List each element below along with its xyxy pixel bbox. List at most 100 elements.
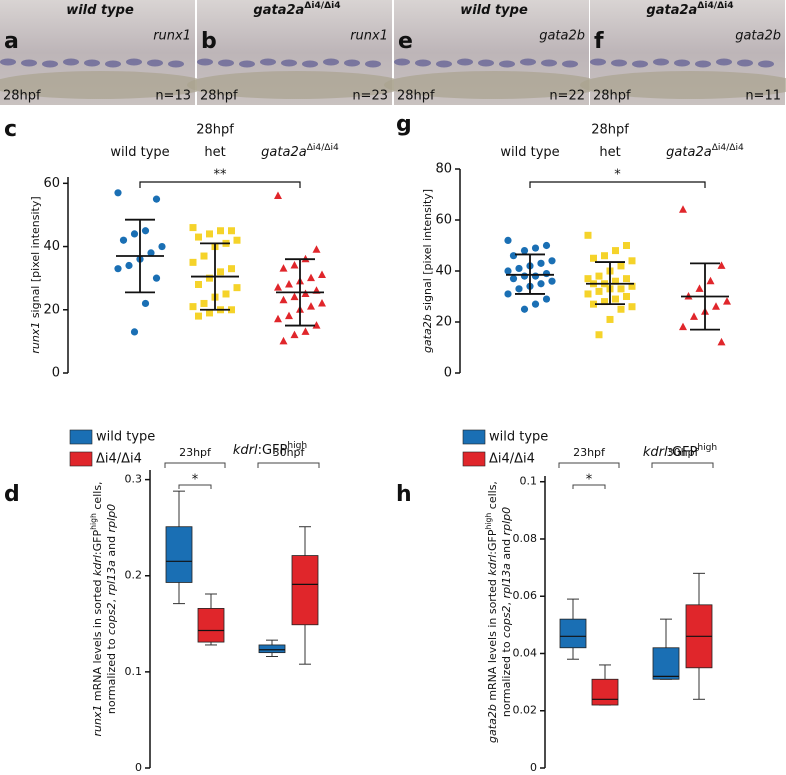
gene-label: gata2b [735, 29, 781, 44]
y-axis-label: normalized to cops2, rpl13a and rplp0 [500, 507, 513, 717]
group-label-part: Δi4/Δi4 [307, 143, 339, 153]
box [258, 644, 286, 654]
data-point [617, 285, 625, 293]
panel-letter: g [396, 112, 412, 137]
data-point [189, 303, 197, 311]
data-point [695, 284, 704, 292]
y-tick-label: 40 [43, 239, 60, 254]
data-point [504, 267, 512, 275]
y-axis-label-part: rplp0 [500, 507, 513, 536]
data-point [195, 312, 202, 320]
group-label: gata2aΔi4/Δi4 [666, 143, 744, 160]
group-label-part: gata2a [666, 145, 712, 160]
data-point [290, 292, 299, 301]
stain-spot [562, 60, 578, 68]
data-point [515, 285, 523, 293]
group-label: wild type [110, 145, 169, 160]
y-tick-label: 0.08 [513, 532, 538, 545]
genotype-label: wild type [66, 3, 134, 18]
data-point [515, 264, 523, 273]
panel-letter: e [398, 29, 413, 54]
group-label: het [204, 145, 225, 160]
genotype-label-part: gata2a [646, 3, 697, 18]
y-axis-label-part: high [484, 513, 493, 530]
stain-spot [457, 58, 473, 66]
y-tick-label: 0 [530, 761, 537, 774]
stain-spot [42, 60, 58, 68]
y-axis-label-part: mRNA levels in sorted [486, 576, 499, 705]
data-point [504, 236, 512, 244]
stain-spot [84, 59, 100, 67]
y-axis-label-part: signal [pixel intensity] [421, 189, 434, 314]
stain-spot [168, 60, 184, 68]
yolk-extension [0, 71, 210, 99]
y-axis-label-part: signal [pixel intensity] [29, 196, 42, 321]
box [559, 618, 587, 649]
data-point [623, 293, 630, 300]
y-axis-label-part: rpl13a [500, 563, 513, 599]
stain-spot [737, 59, 753, 67]
data-point [520, 305, 529, 313]
data-point [114, 189, 122, 197]
significance-label: ** [214, 168, 228, 183]
group-bracket [164, 462, 226, 468]
y-axis-label-part: rplp0 [105, 504, 118, 533]
data-point [590, 254, 597, 262]
data-point [318, 270, 326, 278]
y-axis-label: gata2b mRNA levels in sorted kdrl:GFPhig… [484, 481, 500, 743]
group-label: het [599, 145, 620, 160]
yolk-extension [580, 71, 786, 99]
data-point [628, 303, 636, 311]
data-point [548, 257, 556, 265]
panel-letter: d [4, 482, 20, 507]
data-point [285, 311, 293, 320]
chart-title: 28hpf [591, 123, 629, 138]
stain-spot [758, 60, 774, 68]
genotype-label-part: wild type [66, 3, 134, 18]
data-point [114, 265, 122, 273]
chart-title-part: kdrl [233, 443, 258, 458]
image-panel: e wild type gata2b 28hpf n=22 [384, 0, 604, 105]
data-point [628, 282, 636, 290]
data-point [548, 277, 556, 285]
y-axis-label-part: cops2 [500, 605, 513, 638]
stain-spot [653, 58, 669, 66]
y-tick-label: 0.04 [513, 646, 538, 659]
genotype-label-part: Δi4/Δi4 [697, 1, 733, 11]
significance-label: * [614, 168, 621, 183]
data-point [509, 275, 518, 283]
data-point [141, 227, 150, 235]
data-point [717, 337, 726, 346]
y-tick-label: 40 [435, 264, 452, 279]
data-point [195, 280, 202, 288]
y-axis-label-part: kdrl [91, 555, 104, 576]
stain-spot [611, 59, 627, 67]
stain-spot [21, 59, 37, 67]
data-point [195, 233, 202, 241]
y-axis-label: runx1 mRNA levels in sorted kdrl:GFPhigh… [89, 481, 105, 736]
data-point [595, 287, 603, 295]
box [591, 678, 619, 706]
data-point [612, 277, 619, 285]
y-axis-label-part: kdrl [486, 555, 499, 576]
data-point [274, 283, 282, 291]
y-axis-label-part: cells, [486, 481, 499, 513]
data-point [312, 245, 321, 253]
genotype-label: gata2aΔi4/Δi4 [253, 1, 340, 18]
y-tick-label: 0.06 [513, 589, 538, 602]
data-point [125, 261, 133, 270]
box [291, 555, 319, 626]
data-point [612, 295, 619, 303]
stain-spot [344, 59, 360, 67]
stain-spot [520, 58, 536, 66]
data-point [279, 264, 288, 272]
stain-spot [632, 60, 648, 68]
data-point [623, 242, 630, 249]
data-point [617, 305, 625, 313]
data-point [228, 306, 235, 314]
stain-spot [281, 59, 297, 67]
stain-spot [218, 59, 234, 67]
legend-swatch [69, 451, 93, 467]
image-panel: a wild type runx1 28hpf n=13 [0, 0, 210, 105]
